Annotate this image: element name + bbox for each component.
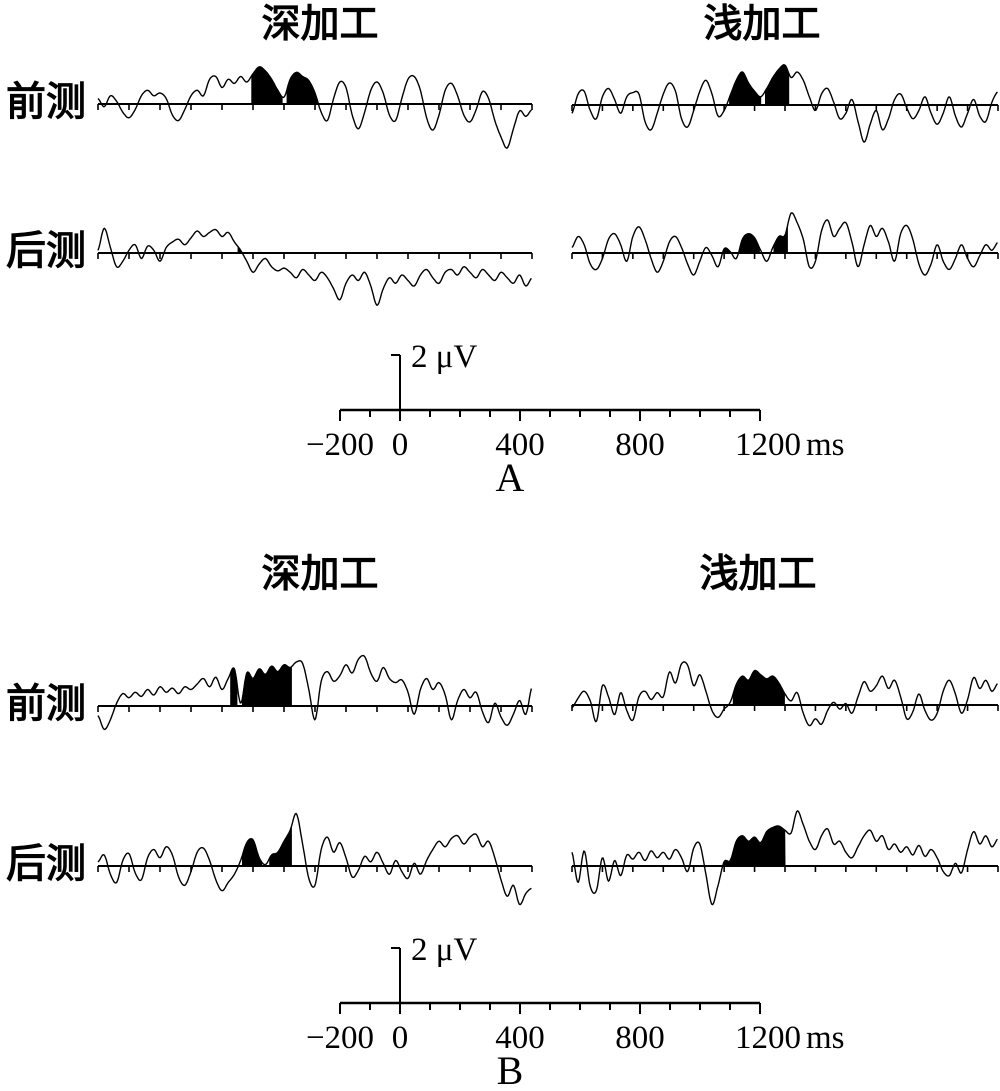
- svg-text:2 μV: 2 μV: [411, 932, 477, 968]
- panel-b-row-label-posttest: 后测: [6, 841, 86, 886]
- waveform-b-pretest-shallow: [571, 661, 999, 727]
- svg-text:800: 800: [615, 427, 665, 463]
- panel-b-row-label-pretest: 前测: [6, 681, 86, 726]
- panel-a-letter: A: [495, 455, 525, 500]
- time-axis-scale-b: −200 0 400 800 1200 ms 2 μV: [306, 932, 845, 1056]
- waveform-b-pretest-deep: [97, 654, 533, 731]
- panel-b-letter: B: [496, 1048, 524, 1091]
- panel-a-row-label-pretest: 前测: [6, 79, 86, 124]
- waveform-a-posttest-shallow: [571, 212, 999, 276]
- svg-text:1200: 1200: [735, 427, 801, 463]
- svg-text:800: 800: [615, 1020, 665, 1056]
- svg-text:−200: −200: [306, 427, 374, 463]
- panel-a-column-title-shallow: 浅加工: [703, 3, 821, 46]
- waveform-a-posttest-deep: [97, 227, 533, 306]
- panel-b-column-title-shallow: 浅加工: [699, 553, 817, 596]
- svg-text:0: 0: [392, 427, 409, 463]
- time-axis-scale-a: −200 0 400 800 1200 ms 2 μV: [306, 339, 845, 463]
- svg-text:0: 0: [392, 1020, 409, 1056]
- svg-text:−200: −200: [306, 1020, 374, 1056]
- waveform-b-posttest-deep: [97, 812, 533, 906]
- panel-a-row-label-posttest: 后测: [6, 228, 86, 273]
- panel-a-column-title-deep: 深加工: [261, 3, 379, 46]
- svg-text:ms: ms: [806, 427, 845, 463]
- svg-text:400: 400: [495, 427, 545, 463]
- svg-text:1200: 1200: [735, 1020, 801, 1056]
- svg-text:ms: ms: [806, 1020, 845, 1056]
- waveform-a-pretest-shallow: [571, 64, 999, 143]
- svg-text:400: 400: [495, 1020, 545, 1056]
- svg-text:2 μV: 2 μV: [411, 339, 477, 375]
- waveform-b-posttest-shallow: [571, 810, 999, 906]
- waveform-a-pretest-deep: [97, 66, 533, 149]
- panel-b-column-title-deep: 深加工: [261, 553, 379, 596]
